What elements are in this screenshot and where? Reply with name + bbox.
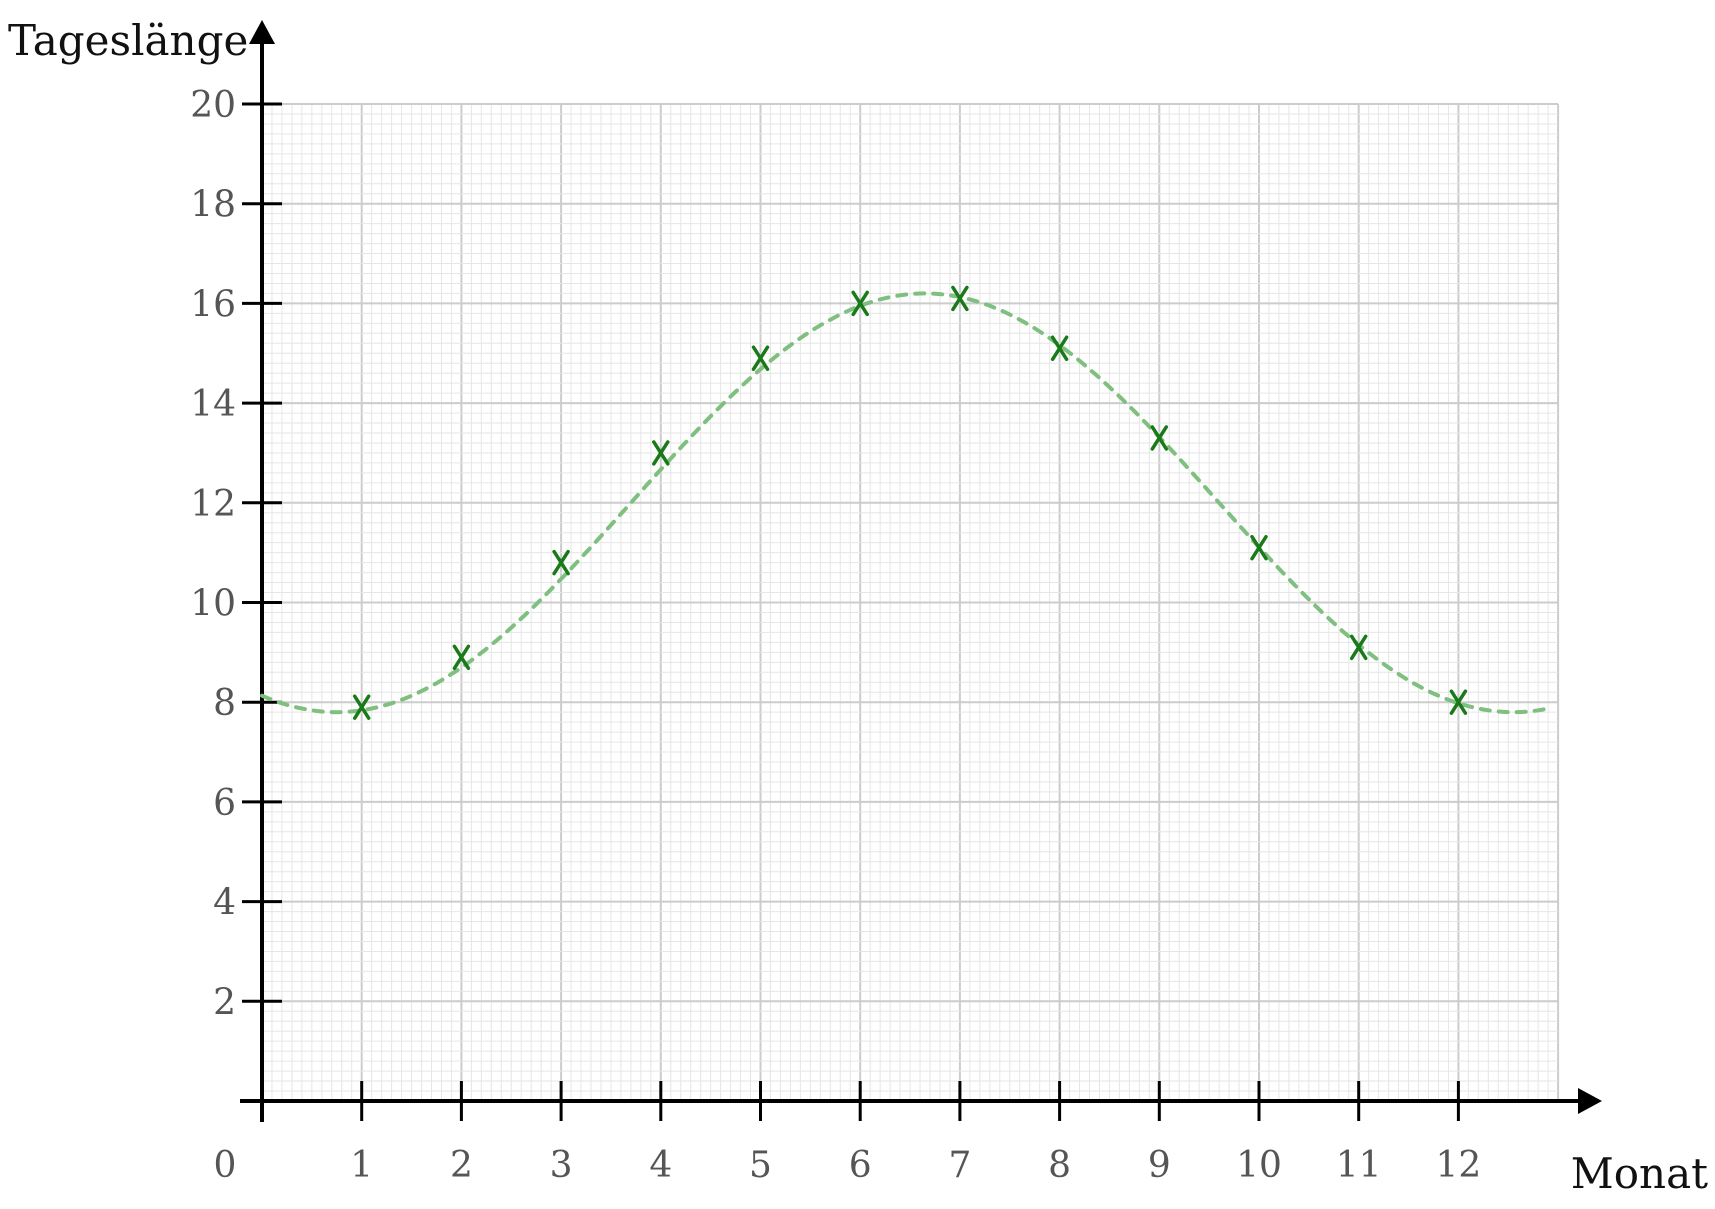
x-axis-arrow — [1578, 1088, 1602, 1114]
data-point — [751, 345, 770, 371]
x-tick-label: 2 — [450, 1145, 473, 1186]
data-point — [652, 440, 670, 466]
x-axis-title: Monat — [1571, 1149, 1708, 1198]
data-point — [1050, 335, 1069, 362]
data-point-stroke — [452, 644, 471, 671]
x-tick-label: 12 — [1435, 1145, 1481, 1186]
data-point — [1150, 425, 1169, 451]
data-point — [1250, 534, 1268, 561]
data-point-stroke — [652, 440, 670, 466]
x-tick-label: 10 — [1236, 1145, 1282, 1186]
y-tick-label: 12 — [190, 484, 236, 525]
y-tick-label: 20 — [190, 85, 236, 126]
x-tick-label: 7 — [948, 1145, 971, 1186]
data-point-stroke — [352, 694, 371, 720]
data-point-stroke — [751, 345, 770, 371]
data-point-stroke — [1150, 425, 1169, 451]
data-points-layer — [352, 285, 1468, 720]
x-tick-label: 0 — [214, 1145, 237, 1186]
y-tick-label: 16 — [190, 284, 236, 325]
x-tick-label: 5 — [749, 1145, 772, 1186]
data-point-stroke — [1449, 689, 1468, 715]
data-point — [552, 549, 570, 576]
x-tick-label: 8 — [1048, 1145, 1071, 1186]
data-point — [851, 290, 869, 317]
x-tick-label: 4 — [649, 1145, 672, 1186]
y-tick-label: 4 — [213, 883, 236, 924]
data-point-stroke — [552, 549, 570, 576]
data-point-stroke — [1250, 534, 1268, 561]
x-tick-label: 6 — [849, 1145, 872, 1186]
data-point — [352, 694, 371, 720]
fit-curve-layer — [260, 291, 1551, 715]
y-tick-label: 8 — [213, 683, 236, 724]
data-point — [1449, 689, 1468, 715]
x-tick-label: 9 — [1148, 1145, 1171, 1186]
y-tick-label: 2 — [213, 982, 236, 1023]
data-point-stroke — [1349, 634, 1368, 661]
x-tick-label: 3 — [550, 1145, 573, 1186]
y-tick-label: 6 — [213, 783, 236, 824]
data-point-stroke — [951, 285, 969, 312]
grid — [261, 103, 1560, 1102]
x-tick-label: 11 — [1336, 1145, 1382, 1186]
y-tick-label: 14 — [190, 384, 236, 425]
y-tick-label: 10 — [190, 584, 236, 625]
x-tick-label: 1 — [350, 1145, 373, 1186]
data-point — [452, 644, 471, 671]
data-point — [1349, 634, 1368, 661]
data-point — [951, 285, 969, 312]
fit-curve — [260, 291, 1551, 715]
y-axis-arrow — [249, 20, 275, 44]
data-point-stroke — [1050, 335, 1069, 362]
axes — [240, 20, 1602, 1122]
y-tick-label: 18 — [190, 185, 236, 226]
data-point-stroke — [851, 290, 869, 317]
y-axis-title: Tageslänge — [8, 16, 248, 65]
